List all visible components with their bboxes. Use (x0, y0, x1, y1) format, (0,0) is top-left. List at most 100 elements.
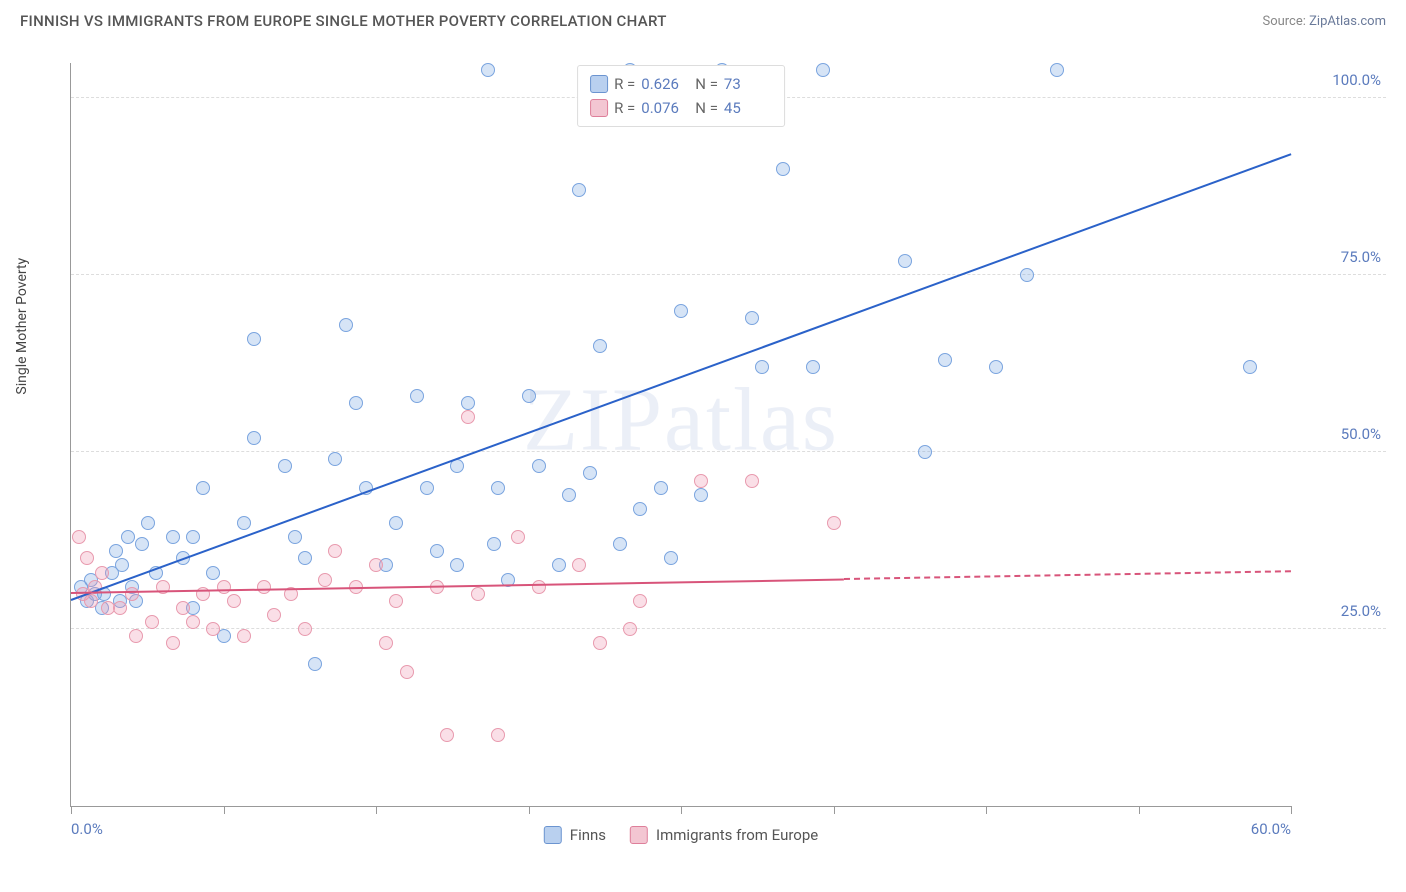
legend-item: Immigrants from Europe (630, 826, 818, 844)
data-point (491, 728, 505, 742)
correlation-chart: Single Mother Poverty ZIPatlas R =0.626N… (50, 48, 1386, 862)
data-point (918, 445, 932, 459)
y-axis-label: 50.0% (1301, 425, 1381, 443)
x-tick (834, 806, 835, 814)
x-tick (1291, 806, 1292, 814)
data-point (72, 530, 86, 544)
data-point (308, 657, 322, 671)
data-point (487, 537, 501, 551)
data-point (440, 728, 454, 742)
data-point (288, 530, 302, 544)
data-point (186, 615, 200, 629)
data-point (267, 608, 281, 622)
data-point (633, 502, 647, 516)
data-point (552, 558, 566, 572)
data-point (898, 254, 912, 268)
data-point (166, 636, 180, 650)
data-point (339, 318, 353, 332)
data-point (217, 580, 231, 594)
legend-swatch (544, 826, 562, 844)
source-attribution: Source: ZipAtlas.com (1262, 14, 1386, 29)
legend-label: Immigrants from Europe (656, 826, 818, 844)
data-point (113, 601, 127, 615)
data-point (633, 594, 647, 608)
trend-line (71, 153, 1292, 601)
data-point (491, 481, 505, 495)
data-point (298, 551, 312, 565)
data-point (247, 431, 261, 445)
data-point (450, 558, 464, 572)
data-point (989, 360, 1003, 374)
data-point (206, 622, 220, 636)
data-point (430, 544, 444, 558)
data-point (227, 594, 241, 608)
data-point (278, 459, 292, 473)
data-point (145, 615, 159, 629)
data-point (938, 353, 952, 367)
data-point (135, 537, 149, 551)
legend-swatch (590, 99, 608, 117)
data-point (593, 636, 607, 650)
data-point (572, 183, 586, 197)
data-point (461, 410, 475, 424)
data-point (247, 332, 261, 346)
y-axis-title: Single Mother Poverty (14, 258, 30, 395)
data-point (593, 339, 607, 353)
data-point (410, 389, 424, 403)
y-axis-label: 25.0% (1301, 602, 1381, 620)
data-point (1050, 63, 1064, 77)
data-point (328, 452, 342, 466)
data-point (166, 530, 180, 544)
r-value: 0.076 (641, 96, 689, 120)
legend-swatch (630, 826, 648, 844)
data-point (583, 466, 597, 480)
y-axis-label: 100.0% (1301, 71, 1381, 89)
data-point (745, 474, 759, 488)
data-point (298, 622, 312, 636)
watermark: ZIPatlas (523, 368, 839, 471)
legend-stats: R =0.626N =73R =0.076N =45 (577, 65, 785, 127)
data-point (471, 587, 485, 601)
data-point (80, 551, 94, 565)
data-point (257, 580, 271, 594)
r-label: R = (614, 72, 635, 96)
legend-item: Finns (544, 826, 606, 844)
x-tick (681, 806, 682, 814)
legend-series: Finns Immigrants from Europe (544, 826, 818, 844)
n-label: N = (695, 96, 718, 120)
legend-stat-row: R =0.626N =73 (590, 72, 772, 96)
x-axis-label: 60.0% (1251, 820, 1291, 838)
header: FINNISH VS IMMIGRANTS FROM EUROPE SINGLE… (0, 0, 1406, 38)
data-point (95, 566, 109, 580)
r-label: R = (614, 96, 635, 120)
trend-line (71, 578, 844, 593)
data-point (141, 516, 155, 530)
source-link[interactable]: ZipAtlas.com (1309, 14, 1386, 29)
data-point (109, 544, 123, 558)
data-point (623, 622, 637, 636)
data-point (664, 551, 678, 565)
data-point (461, 396, 475, 410)
data-point (481, 63, 495, 77)
data-point (694, 488, 708, 502)
data-point (613, 537, 627, 551)
x-tick (529, 806, 530, 814)
data-point (674, 304, 688, 318)
legend-swatch (590, 75, 608, 93)
data-point (237, 629, 251, 643)
gridline (71, 451, 1386, 452)
data-point (806, 360, 820, 374)
data-point (369, 558, 383, 572)
data-point (745, 311, 759, 325)
data-point (318, 573, 332, 587)
data-point (1020, 268, 1034, 282)
x-tick (224, 806, 225, 814)
data-point (532, 459, 546, 473)
data-point (572, 558, 586, 572)
x-tick (376, 806, 377, 814)
data-point (827, 516, 841, 530)
data-point (400, 665, 414, 679)
n-label: N = (695, 72, 718, 96)
data-point (121, 530, 135, 544)
data-point (379, 636, 393, 650)
